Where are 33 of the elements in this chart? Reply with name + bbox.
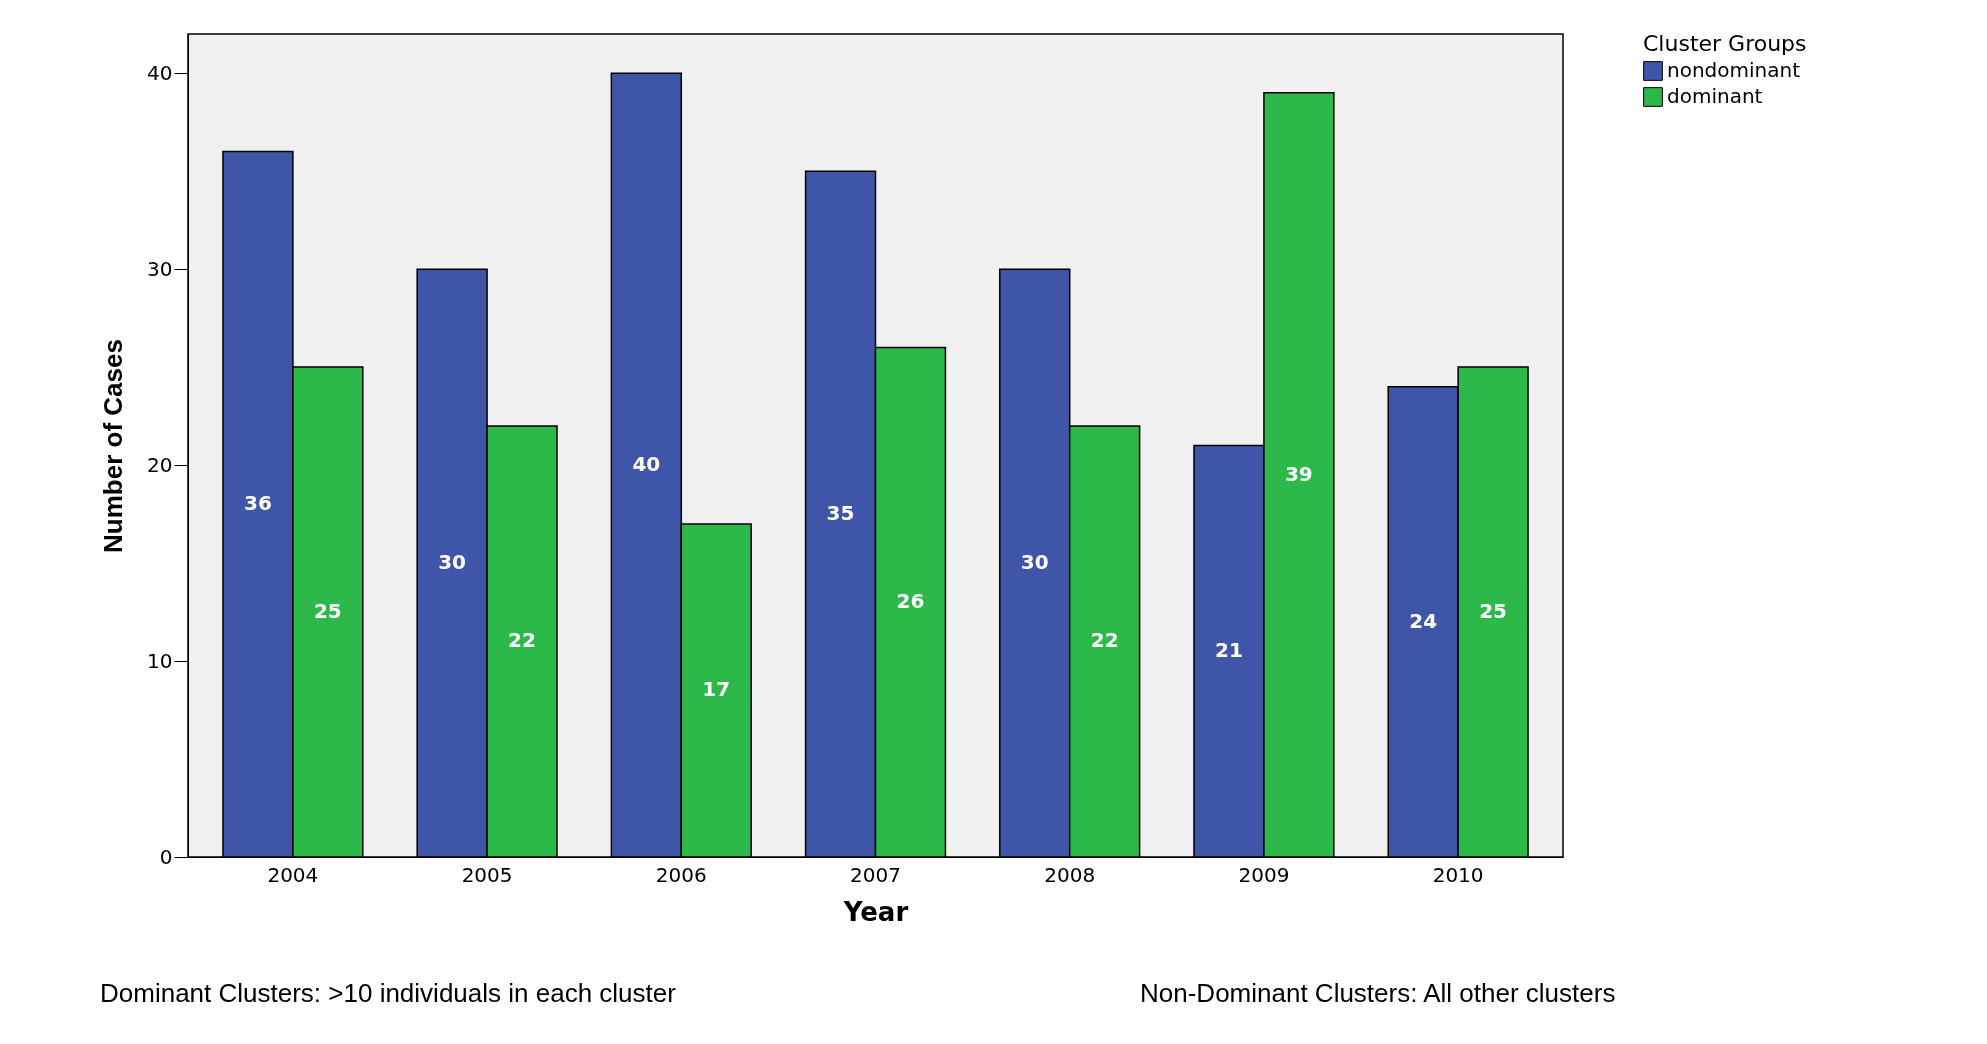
legend-label: nondominant <box>1667 58 1801 82</box>
x-tick-label: 2008 <box>1044 862 1096 887</box>
data-label: 22 <box>1090 628 1119 653</box>
x-tick-label: 2007 <box>850 862 901 887</box>
text: Dominant Clusters: >10 individuals in each cluster <box>100 978 676 1009</box>
x-tick-label: 2006 <box>655 862 707 887</box>
data-label: 22 <box>508 628 536 653</box>
data-label: 36 <box>243 491 272 516</box>
legend-title: Cluster Groups <box>1643 31 1807 56</box>
data-label: 17 <box>702 677 731 702</box>
y-axis-title: Number of Cases <box>98 339 129 553</box>
data-label: 24 <box>1409 608 1438 633</box>
y-tick-label: 30 <box>147 256 173 281</box>
data-label: 30 <box>438 550 467 575</box>
data-label: 25 <box>1479 599 1508 624</box>
data-label: 40 <box>632 452 661 477</box>
data-label: 39 <box>1284 461 1313 486</box>
data-label: 25 <box>313 599 342 624</box>
text: Non-Dominant Clusters: All other clusters <box>1140 978 1616 1009</box>
x-tick-label: 2010 <box>1432 862 1484 887</box>
y-tick-label: 10 <box>147 648 173 673</box>
data-label: 21 <box>1215 638 1243 663</box>
x-axis-title: Year <box>842 896 909 927</box>
data-label: 26 <box>896 589 925 614</box>
data-label: 35 <box>826 501 855 526</box>
x-tick-label: 2005 <box>461 862 513 887</box>
x-tick-label: 2009 <box>1238 862 1290 887</box>
data-label: 30 <box>1020 550 1049 575</box>
y-tick-label: 0 <box>159 844 173 869</box>
y-tick-label: 40 <box>147 60 173 85</box>
x-tick-label: 2004 <box>267 862 319 887</box>
y-tick-label: 20 <box>147 452 173 477</box>
legend-label: dominant <box>1667 84 1763 108</box>
